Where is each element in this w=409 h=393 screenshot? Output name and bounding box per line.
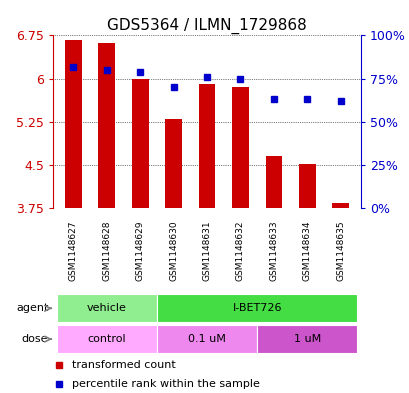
- Title: GDS5364 / ILMN_1729868: GDS5364 / ILMN_1729868: [107, 18, 306, 34]
- Text: control: control: [87, 334, 126, 344]
- Text: I-BET726: I-BET726: [232, 303, 281, 313]
- Text: dose: dose: [22, 334, 48, 344]
- Text: GSM1148630: GSM1148630: [169, 220, 178, 281]
- Text: percentile rank within the sample: percentile rank within the sample: [72, 379, 259, 389]
- Text: agent: agent: [16, 303, 48, 313]
- Bar: [165, 119, 182, 208]
- Text: GSM1148633: GSM1148633: [269, 220, 278, 281]
- FancyBboxPatch shape: [157, 325, 256, 353]
- Text: GSM1148634: GSM1148634: [302, 220, 311, 281]
- Text: GSM1148627: GSM1148627: [69, 220, 78, 281]
- Text: GSM1148632: GSM1148632: [236, 220, 244, 281]
- Text: vehicle: vehicle: [87, 303, 126, 313]
- FancyBboxPatch shape: [56, 325, 157, 353]
- Text: transformed count: transformed count: [72, 360, 175, 370]
- Bar: [198, 84, 215, 208]
- Bar: [98, 43, 115, 208]
- Text: GSM1148631: GSM1148631: [202, 220, 211, 281]
- Bar: [65, 40, 81, 208]
- Text: 0.1 uM: 0.1 uM: [188, 334, 225, 344]
- FancyBboxPatch shape: [56, 294, 157, 322]
- Bar: [298, 164, 315, 208]
- Text: GSM1148629: GSM1148629: [135, 220, 144, 281]
- Text: GSM1148628: GSM1148628: [102, 220, 111, 281]
- Text: 1 uM: 1 uM: [293, 334, 320, 344]
- FancyBboxPatch shape: [256, 325, 357, 353]
- FancyBboxPatch shape: [157, 294, 357, 322]
- Bar: [231, 87, 248, 208]
- Bar: [332, 203, 348, 208]
- Bar: [132, 79, 148, 208]
- Text: GSM1148635: GSM1148635: [335, 220, 344, 281]
- Bar: [265, 156, 281, 208]
